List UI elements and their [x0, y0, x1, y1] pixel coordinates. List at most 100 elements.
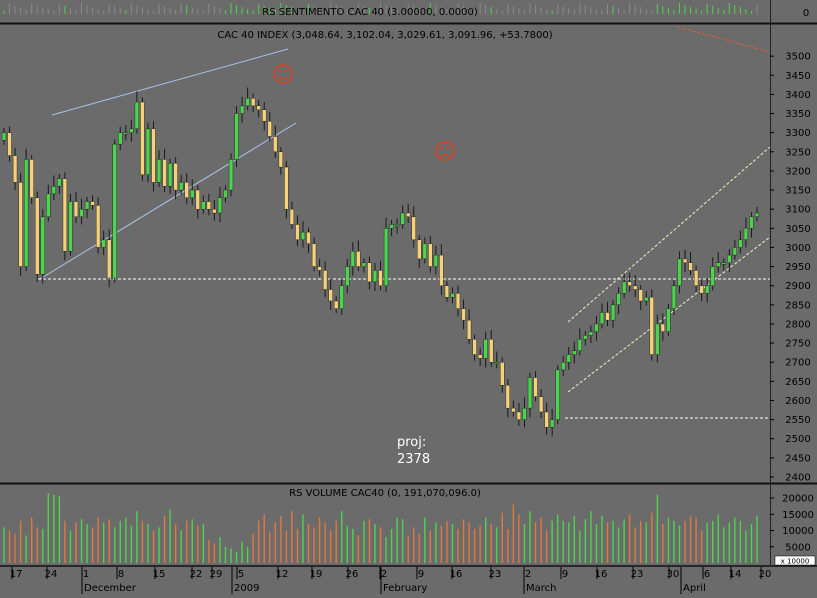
candle-body — [411, 216, 416, 240]
candle — [705, 278, 710, 303]
candle-body — [616, 293, 621, 306]
candle-body — [489, 339, 494, 363]
candle-body — [583, 335, 588, 340]
month-label: April — [683, 583, 706, 594]
candle-body — [328, 289, 333, 302]
time-tick-label: 29 — [210, 569, 223, 580]
month-label: March — [526, 583, 556, 594]
candle-body — [134, 101, 140, 130]
price-tick-label: 2800 — [785, 319, 810, 330]
price-tick-label: 3150 — [785, 186, 810, 197]
candle — [201, 195, 206, 214]
candle-body — [95, 205, 101, 248]
candle-body — [195, 189, 200, 210]
candle — [400, 205, 405, 230]
price-tick-label: 2750 — [785, 339, 810, 350]
candle-body — [533, 377, 538, 397]
candle-body — [693, 270, 699, 286]
candle — [605, 301, 610, 327]
candle-body — [500, 362, 505, 386]
candle — [455, 285, 461, 317]
candle-body — [262, 109, 267, 122]
svg-text:x 10000: x 10000 — [781, 558, 810, 566]
month-label: December — [84, 583, 137, 594]
price-tick-label: 2650 — [785, 377, 810, 388]
candle-body — [57, 178, 62, 187]
volume-tick-label: 5000 — [785, 542, 810, 553]
projection-label: proj: — [397, 435, 426, 450]
candle — [24, 148, 29, 272]
candle — [278, 147, 283, 175]
candle — [90, 195, 95, 210]
candle — [217, 186, 223, 223]
candle-body — [572, 350, 577, 355]
candle — [18, 173, 23, 276]
price-tick-label: 3350 — [785, 109, 810, 120]
candle — [228, 153, 234, 197]
candle-body — [644, 296, 649, 302]
sentiment-title: RS SENTIMENTO CAC 40 (3.00000, 0.0000) — [262, 7, 478, 18]
candle-body — [29, 159, 34, 198]
candle-body — [682, 258, 688, 263]
candle-body — [239, 105, 245, 114]
candle — [378, 261, 383, 291]
candle — [671, 279, 677, 315]
volume-panel — [0, 485, 770, 564]
candle — [212, 199, 217, 221]
price-tick-label: 3250 — [785, 147, 810, 158]
candle — [129, 119, 134, 142]
candle — [522, 397, 527, 428]
candle — [716, 252, 721, 273]
candle — [533, 371, 538, 402]
candle-body — [311, 243, 317, 267]
candle-body — [677, 258, 682, 286]
candle-body — [743, 228, 749, 240]
candle-body — [118, 132, 123, 145]
time-tick-label: 8 — [118, 569, 124, 580]
candle — [367, 256, 372, 290]
candle-body — [129, 128, 134, 133]
candle — [406, 203, 411, 223]
candle — [594, 316, 599, 341]
candle-body — [688, 262, 693, 271]
candle-body — [721, 262, 726, 265]
candle — [1, 128, 7, 145]
candle — [57, 173, 62, 194]
volume-bars — [3, 493, 758, 563]
candle-body — [699, 285, 704, 294]
candle-body — [306, 231, 311, 244]
candle-body — [256, 105, 261, 110]
candle-body — [550, 419, 555, 428]
candle-body — [1, 132, 7, 141]
trendlines — [38, 26, 771, 419]
candle — [638, 284, 643, 311]
candle — [62, 172, 68, 261]
candle — [184, 173, 189, 204]
price-tick-label: 2950 — [785, 262, 810, 273]
candle-body — [123, 132, 128, 135]
candle — [29, 154, 34, 204]
candle — [79, 198, 84, 225]
candle-body — [450, 293, 455, 298]
candle — [372, 262, 378, 292]
candle — [693, 265, 699, 292]
candle — [145, 122, 151, 183]
price-tick-label: 3300 — [785, 128, 810, 139]
candle-body — [455, 293, 461, 309]
candle-body — [361, 262, 367, 267]
candle-body — [245, 98, 250, 107]
time-tick-label: 23 — [489, 569, 502, 580]
candle-body — [754, 212, 760, 218]
volume-title: RS VOLUME CAC40 (0, 191,070,096.0) — [289, 488, 481, 499]
time-tick-label: 2 — [525, 569, 531, 580]
candle — [262, 102, 267, 131]
candle — [51, 175, 56, 200]
candle — [417, 235, 422, 269]
volume-tick-label: 10000 — [782, 526, 814, 537]
price-tick-label: 3200 — [785, 166, 810, 177]
candle — [754, 206, 760, 222]
time-tick-label: 17 — [10, 569, 23, 580]
candle-body — [599, 312, 605, 325]
candle-body — [107, 239, 112, 279]
